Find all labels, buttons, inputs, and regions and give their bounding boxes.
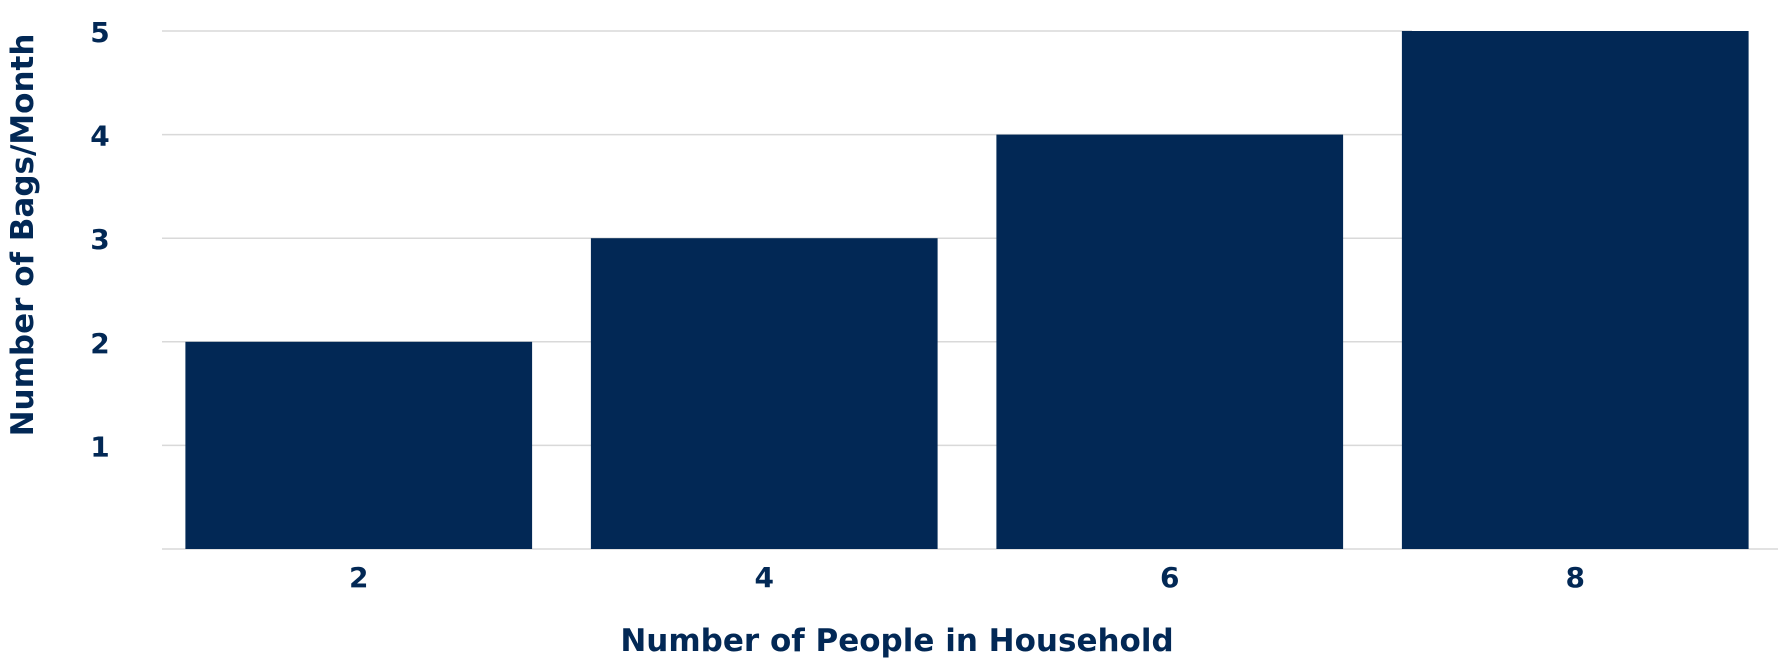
- x-tick-label: 8: [1566, 561, 1585, 594]
- bars: [185, 31, 1749, 549]
- bar-2: [185, 341, 533, 549]
- y-tick-label: 5: [90, 16, 109, 49]
- x-tick-label: 2: [349, 561, 368, 594]
- y-tick-label: 4: [90, 120, 109, 153]
- y-tick-label: 1: [90, 430, 109, 463]
- x-axis-title: Number of People in Household: [620, 623, 1173, 659]
- bar-4: [590, 238, 938, 549]
- y-tick-label: 3: [90, 223, 109, 256]
- x-tick-label: 6: [1160, 561, 1179, 594]
- bar-8: [1401, 31, 1749, 549]
- x-axis-ticks: 2 4 6 8: [349, 561, 1585, 594]
- y-axis-ticks: 1 2 3 4 5: [90, 16, 109, 463]
- y-axis-title: Number of Bags/Month: [5, 34, 41, 437]
- bar-6: [996, 134, 1344, 549]
- y-tick-label: 2: [90, 327, 109, 360]
- x-tick-label: 4: [755, 561, 774, 594]
